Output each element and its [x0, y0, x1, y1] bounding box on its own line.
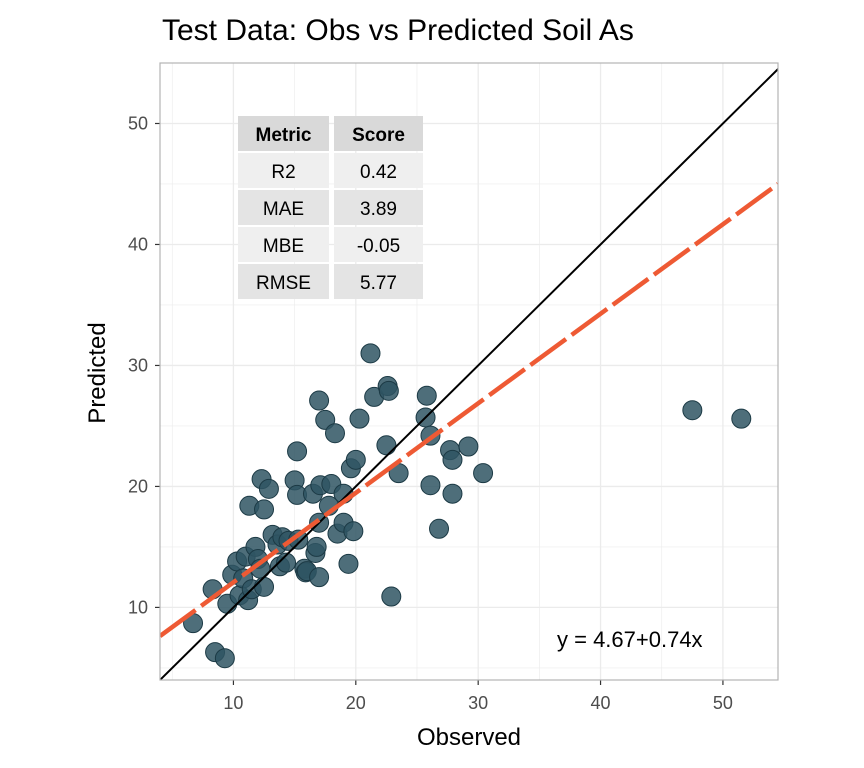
- table-cell: [334, 153, 423, 188]
- data-point: [731, 408, 752, 429]
- y-tick-label: 20: [128, 476, 148, 496]
- table-cell-text: RMSE: [256, 273, 311, 294]
- table-cell: [238, 227, 329, 262]
- x-axis-title: Observed: [417, 724, 521, 751]
- chart-title: Test Data: Obs vs Predicted Soil As: [162, 14, 634, 47]
- table-cell: [334, 264, 423, 299]
- table-cell-text: MAE: [263, 199, 304, 220]
- panel-border: [159, 62, 779, 681]
- metrics-table: Metric Score R2 0.42 MAE 3.89 MBE -0.05 RMSE 5.77: [238, 116, 423, 299]
- table-cell: [334, 227, 423, 262]
- data-point: [309, 390, 330, 411]
- x-tick-label: 30: [468, 693, 488, 713]
- data-point: [349, 408, 370, 429]
- y-axis-title: Predicted: [84, 322, 111, 423]
- data-point: [416, 385, 437, 406]
- table-header-cell: [238, 116, 329, 151]
- data-point: [473, 463, 494, 484]
- table-cell-text: -0.05: [357, 236, 400, 257]
- y-tick-label: 10: [128, 597, 148, 617]
- data-point: [381, 586, 402, 607]
- y-tick-label: 40: [128, 234, 148, 254]
- data-point: [338, 553, 359, 574]
- fit-equation: y = 4.67+0.74x: [557, 627, 703, 652]
- data-point: [324, 423, 345, 444]
- panel-outline: [159, 62, 779, 681]
- data-point: [258, 478, 279, 499]
- table-cell-text: R2: [271, 162, 295, 183]
- y-tick-label: 30: [128, 355, 148, 375]
- table-header-text: Score: [352, 125, 405, 146]
- data-point: [214, 648, 235, 669]
- x-tick-label: 40: [591, 693, 611, 713]
- table-header-text: Metric: [256, 125, 312, 146]
- identity-line: [160, 67, 778, 680]
- data-point: [309, 567, 330, 588]
- data-point: [682, 400, 703, 421]
- table-cell-text: 0.42: [360, 162, 397, 183]
- reference-lines: [160, 67, 778, 680]
- table-cell-text: 3.89: [360, 199, 397, 220]
- table-cell: [238, 264, 329, 299]
- data-point: [360, 343, 381, 364]
- table-cell-text: MBE: [263, 236, 304, 257]
- x-tick-label: 50: [713, 693, 733, 713]
- data-point: [254, 576, 275, 597]
- data-point: [343, 521, 364, 542]
- data-point: [287, 441, 308, 462]
- data-point: [442, 483, 463, 504]
- x-tick-label: 20: [346, 693, 366, 713]
- data-point: [378, 380, 399, 401]
- table-cell-text: 5.77: [360, 273, 397, 294]
- x-tick-label: 10: [223, 693, 243, 713]
- table-cell: [238, 190, 329, 225]
- data-point: [276, 552, 297, 573]
- table-cell: [238, 153, 329, 188]
- data-point: [458, 436, 479, 457]
- data-point: [429, 518, 450, 539]
- table-cell: [334, 190, 423, 225]
- data-point: [420, 475, 441, 496]
- data-point: [345, 449, 366, 470]
- table-header-cell: [334, 116, 423, 151]
- data-point: [254, 499, 275, 520]
- axis-ticks: 10 20 30 40 50 10 20 30 40 50: [128, 113, 733, 713]
- data-point: [306, 536, 327, 557]
- data-point: [442, 449, 463, 470]
- data-point: [376, 435, 397, 456]
- y-tick-label: 50: [128, 113, 148, 133]
- fit-line: [160, 182, 778, 638]
